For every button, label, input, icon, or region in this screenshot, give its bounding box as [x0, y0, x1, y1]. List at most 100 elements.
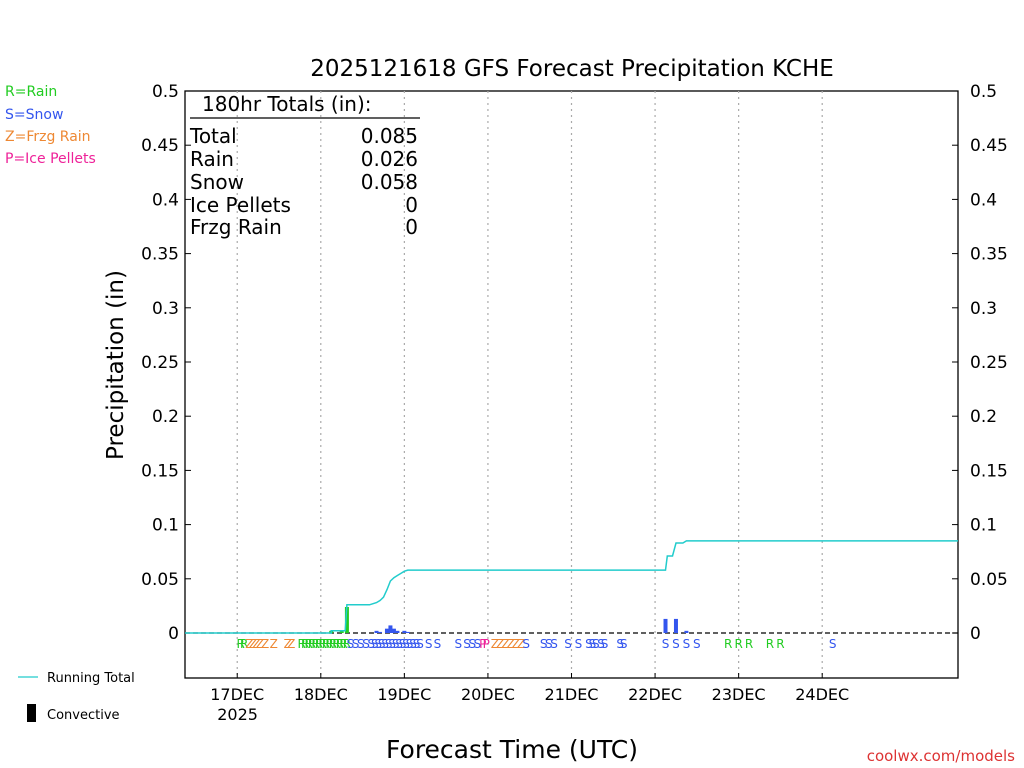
totals-box: 180hr Totals (in): Total 0.085 Rain 0.02… — [189, 92, 420, 239]
precip-type-marker: Z — [270, 637, 278, 651]
precip-type-marker: R — [329, 637, 337, 651]
precip-bar — [402, 630, 407, 633]
x-tick-label: 22DEC — [628, 685, 682, 704]
precip-type-marker: S — [620, 637, 628, 651]
totals-header: 180hr Totals (in): — [202, 92, 372, 116]
precip-type-marker: R — [304, 637, 312, 651]
precip-type-marker: R — [776, 637, 784, 651]
precip-type-marker: Z — [287, 637, 295, 651]
precip-bar — [405, 631, 410, 633]
precip-type-marker: R — [240, 637, 248, 651]
precip-type-marker: S — [357, 637, 365, 651]
chart-title: 2025121618 GFS Forecast Precipitation KC… — [310, 56, 834, 82]
precip-type-marker: R — [311, 637, 319, 651]
precip-type-marker: S — [434, 637, 442, 651]
precip-type-marker: Z — [261, 637, 269, 651]
precip-type-marker: S — [575, 637, 583, 651]
precip-type-marker: S — [347, 637, 355, 651]
x-tick-label: 24DEC — [795, 685, 849, 704]
precip-type-marker: P — [483, 637, 490, 651]
totals-frzg-rain-label: Frzg Rain — [190, 215, 282, 239]
precip-type-marker: S — [829, 637, 837, 651]
precip-type-marker: Z — [501, 637, 509, 651]
precip-type-marker: Z — [284, 637, 292, 651]
precip-type-marker: R — [237, 637, 245, 651]
precip-type-marker: S — [378, 637, 386, 651]
y-tick-label-right: 0.05 — [970, 570, 1008, 590]
precip-type-marker: S — [374, 637, 382, 651]
convective-legend-swatch — [27, 704, 36, 722]
precip-type-marker: S — [362, 637, 370, 651]
credit-text: coolwx.com/models — [867, 747, 1015, 765]
precip-type-marker: R — [322, 637, 330, 651]
precip-type-marker: S — [601, 637, 609, 651]
precip-bar — [673, 618, 678, 633]
precip-type-marker: S — [392, 637, 400, 651]
precip-type-marker: S — [672, 637, 680, 651]
y-tick-label-right: 0.15 — [970, 461, 1008, 481]
precip-type-marker: S — [468, 637, 476, 651]
precip-type-marker: S — [367, 637, 375, 651]
x-tick-label: 23DEC — [712, 685, 766, 704]
precip-bar — [388, 625, 393, 633]
precip-type-marker: R — [325, 637, 333, 651]
precip-type-marker: S — [545, 637, 553, 651]
x-tick-label: 18DEC — [294, 685, 348, 704]
precip-type-marker: S — [409, 637, 417, 651]
x-tick-year-label: 2025 — [217, 705, 258, 724]
precip-type-marker: S — [616, 637, 624, 651]
x-tick-label: 21DEC — [545, 685, 599, 704]
y-tick-label-left: 0.15 — [141, 461, 179, 481]
precip-bar — [339, 630, 344, 633]
precip-type-marker: S — [402, 637, 410, 651]
y-tick-label-left: 0.4 — [152, 190, 179, 210]
y-tick-label-left: 0 — [168, 624, 179, 644]
totals-snow-value: 0.058 — [361, 170, 418, 194]
running-total-legend-label: Running Total — [47, 671, 135, 686]
totals-snow-label: Snow — [190, 170, 244, 194]
precip-type-marker: S — [662, 637, 670, 651]
legend-frzg-rain: Z=Frzg Rain — [5, 129, 91, 145]
x-tick-label: 17DEC — [210, 685, 264, 704]
precip-bar — [344, 606, 349, 633]
precip-type-marker: Z — [252, 637, 260, 651]
precip-bar — [395, 630, 400, 633]
totals-total-value: 0.085 — [361, 124, 418, 148]
precip-type-marker: S — [589, 637, 597, 651]
y-tick-label-right: 0.45 — [970, 136, 1008, 156]
y-tick-label-right: 0 — [970, 624, 981, 644]
totals-ice-pellets-label: Ice Pellets — [190, 193, 291, 217]
precip-type-marker: S — [693, 637, 701, 651]
precip-type-marker: S — [455, 637, 463, 651]
y-tick-label-left: 0.1 — [152, 516, 179, 536]
precip-type-marker: S — [540, 637, 548, 651]
precip-bar — [663, 618, 668, 633]
precip-bar — [374, 630, 379, 633]
y-axis-label: Precipitation (in) — [103, 270, 129, 460]
precip-type-marker: S — [399, 637, 407, 651]
precip-type-marker: S — [385, 637, 393, 651]
precip-type-marker: R — [724, 637, 732, 651]
y-tick-label-left: 0.2 — [152, 407, 179, 427]
precip-type-marker: S — [585, 637, 593, 651]
x-axis-label: Forecast Time (UTC) — [386, 735, 638, 764]
precip-type-marker: S — [597, 637, 605, 651]
precip-type-marker: Z — [491, 637, 499, 651]
precip-type-marker: S — [406, 637, 414, 651]
totals-ice-pellets-value: 0 — [405, 193, 418, 217]
precip-type-marker: S — [683, 637, 691, 651]
precip-bar — [684, 630, 689, 633]
precip-type-marker: S — [425, 637, 433, 651]
precip-bar — [384, 628, 389, 633]
precip-type-marker: R — [315, 637, 323, 651]
precip-type-marker: R — [336, 637, 344, 651]
precip-type-marker: S — [416, 637, 424, 651]
precip-type-marker: R — [297, 637, 305, 651]
precip-type-marker: R — [343, 637, 351, 651]
precip-type-marker: Z — [517, 637, 525, 651]
y-tick-label-right: 0.25 — [970, 353, 1008, 373]
y-tick-label-right: 0.5 — [970, 82, 997, 102]
y-tick-label-left: 0.35 — [141, 245, 179, 265]
totals-rain-value: 0.026 — [361, 147, 418, 171]
